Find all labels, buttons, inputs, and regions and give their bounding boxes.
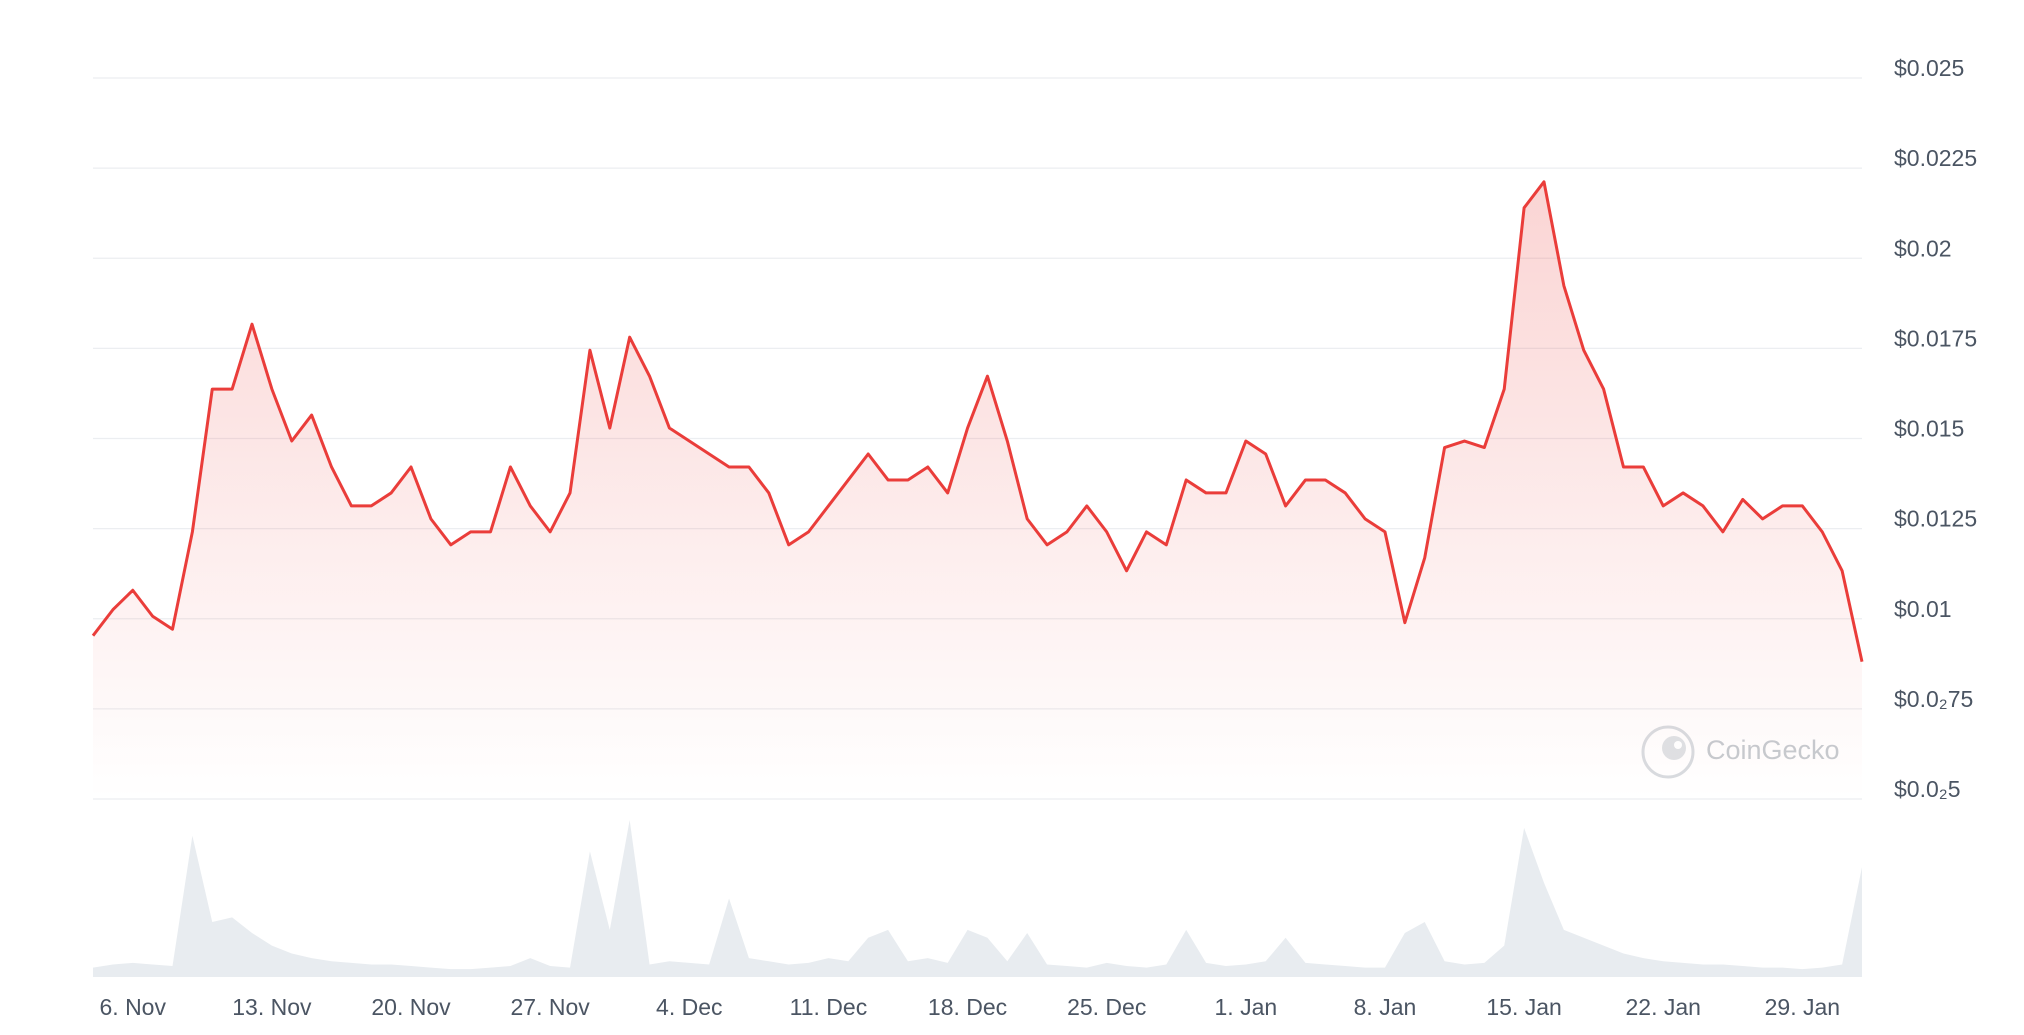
y-tick-label: $0.025 <box>1894 55 1964 81</box>
x-tick-label: 11. Dec <box>790 994 868 1020</box>
x-tick-label: 13. Nov <box>232 994 312 1020</box>
x-tick-label: 4. Dec <box>656 994 722 1020</box>
y-tick-label: $0.0175 <box>1894 325 1977 351</box>
x-tick-label: 29. Jan <box>1765 994 1840 1020</box>
y-tick-label: $0.01 <box>1894 596 1952 622</box>
watermark: CoinGecko <box>1641 725 1840 779</box>
x-tick-label: 25. Dec <box>1067 994 1146 1020</box>
y-tick-label: $0.015 <box>1894 416 1964 442</box>
y-tick-label: $0.0₂75 <box>1894 686 1973 712</box>
x-tick-label: 8. Jan <box>1354 994 1417 1020</box>
x-tick-label: 6. Nov <box>100 994 167 1020</box>
watermark-text: CoinGecko <box>1706 735 1840 765</box>
price-area <box>93 181 1862 800</box>
y-tick-label: $0.02 <box>1894 235 1952 261</box>
volume-area <box>93 820 1862 977</box>
x-tick-label: 20. Nov <box>371 994 451 1020</box>
x-tick-label: 1. Jan <box>1215 994 1278 1020</box>
y-tick-label: $0.0225 <box>1894 145 1977 171</box>
x-tick-label: 27. Nov <box>511 994 591 1020</box>
y-tick-label: $0.0₂5 <box>1894 776 1960 802</box>
x-tick-label: 22. Jan <box>1626 994 1701 1020</box>
x-tick-label: 18. Dec <box>928 994 1007 1020</box>
y-tick-label: $0.0125 <box>1894 506 1977 532</box>
x-tick-label: 15. Jan <box>1486 994 1561 1020</box>
price-line <box>91 180 1864 662</box>
